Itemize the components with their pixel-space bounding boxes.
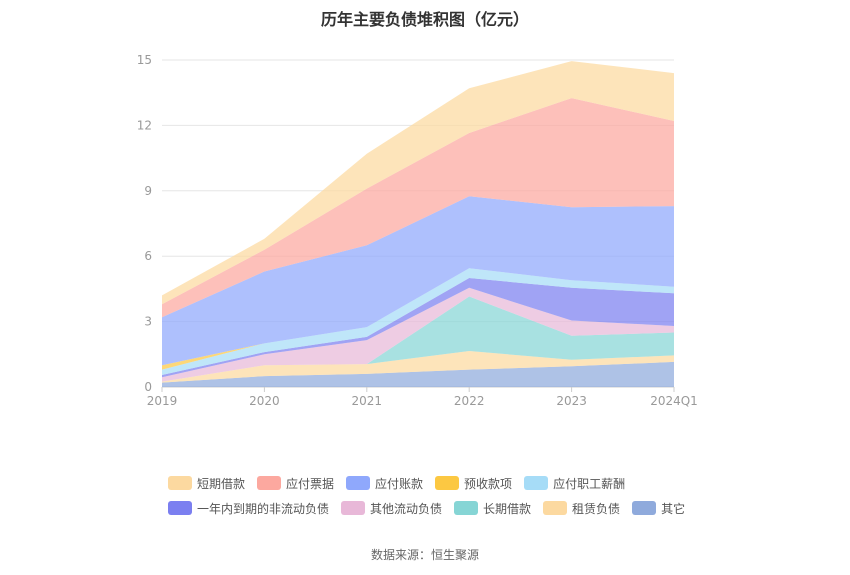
legend-item[interactable]: 一年内到期的非流动负债: [168, 500, 329, 517]
x-tick-label: 2023: [556, 394, 587, 408]
area-series-长期借款: [162, 296, 674, 382]
source-note: 数据来源：恒生聚源: [370, 548, 479, 562]
legend-label: 应付职工薪酬: [553, 476, 626, 491]
area-series-应付职工薪酬: [162, 268, 674, 375]
y-tick-label: 12: [137, 118, 152, 132]
x-tick-label: 2020: [249, 394, 280, 408]
y-tick-label: 15: [137, 53, 152, 67]
legend-swatch: [341, 501, 366, 515]
area-series-应付票据: [162, 98, 674, 318]
legend-label: 长期借款: [483, 501, 532, 516]
legend-item[interactable]: 应付票据: [257, 475, 334, 492]
y-tick-label: 9: [144, 184, 152, 198]
area-series-一年内到期的非流动负债: [162, 278, 674, 378]
y-tick-label: 6: [144, 249, 152, 263]
axes: 0 3 6 9 12 15 2019 2020 2021 2022 2023 2024Q1: [137, 53, 698, 408]
legend: 短期借款 应付票据 应付账款 预收款项 应付职工薪酬 一年内到期的非流动负债 其他流动负债…: [168, 472, 728, 522]
legend-item[interactable]: 长期借款: [454, 500, 531, 517]
x-tick-label: 2021: [352, 394, 383, 408]
legend-swatch: [454, 501, 479, 515]
legend-row: 一年内到期的非流动负债 其他流动负债 长期借款 租赁负债 其它: [168, 497, 728, 519]
area-series-其他流动负债: [162, 287, 674, 382]
legend-item[interactable]: 其他流动负债: [341, 500, 442, 517]
legend-label: 短期借款: [197, 476, 246, 491]
legend-swatch: [543, 501, 568, 515]
legend-item[interactable]: 应付账款: [346, 475, 423, 492]
area-series-应付账款: [162, 196, 674, 366]
legend-label: 一年内到期的非流动负债: [197, 501, 330, 516]
legend-swatch: [346, 476, 371, 490]
legend-item[interactable]: 短期借款: [168, 475, 245, 492]
legend-swatch: [435, 476, 460, 490]
legend-item[interactable]: 应付职工薪酬: [524, 475, 625, 492]
legend-item[interactable]: 其它: [632, 500, 685, 517]
legend-swatch: [257, 476, 282, 490]
y-tick-label: 0: [144, 380, 152, 394]
legend-label: 租赁负债: [572, 501, 621, 516]
chart-title: 历年主要负债堆积图（亿元）: [320, 10, 529, 29]
legend-label: 预收款项: [464, 476, 513, 491]
legend-label: 应付票据: [286, 476, 335, 491]
legend-label: 其他流动负债: [370, 501, 443, 516]
area-series-group: [162, 61, 674, 387]
legend-swatch: [168, 476, 192, 490]
area-series-租赁负债: [162, 351, 674, 383]
x-tick-label: 2024Q1: [650, 394, 698, 408]
legend-row: 短期借款 应付票据 应付账款 预收款项 应付职工薪酬: [168, 472, 728, 494]
area-series-短期借款: [162, 61, 674, 305]
legend-item[interactable]: 预收款项: [435, 475, 512, 492]
legend-swatch: [524, 476, 549, 490]
legend-swatch: [168, 501, 192, 515]
legend-item[interactable]: 租赁负债: [543, 500, 620, 517]
legend-label: 其它: [661, 501, 686, 516]
legend-label: 应付账款: [375, 476, 424, 491]
x-tick-label: 2019: [147, 394, 178, 408]
area-series-其它: [162, 361, 674, 387]
legend-swatch: [632, 501, 657, 515]
y-tick-label: 3: [144, 315, 152, 329]
x-tick-label: 2022: [454, 394, 485, 408]
